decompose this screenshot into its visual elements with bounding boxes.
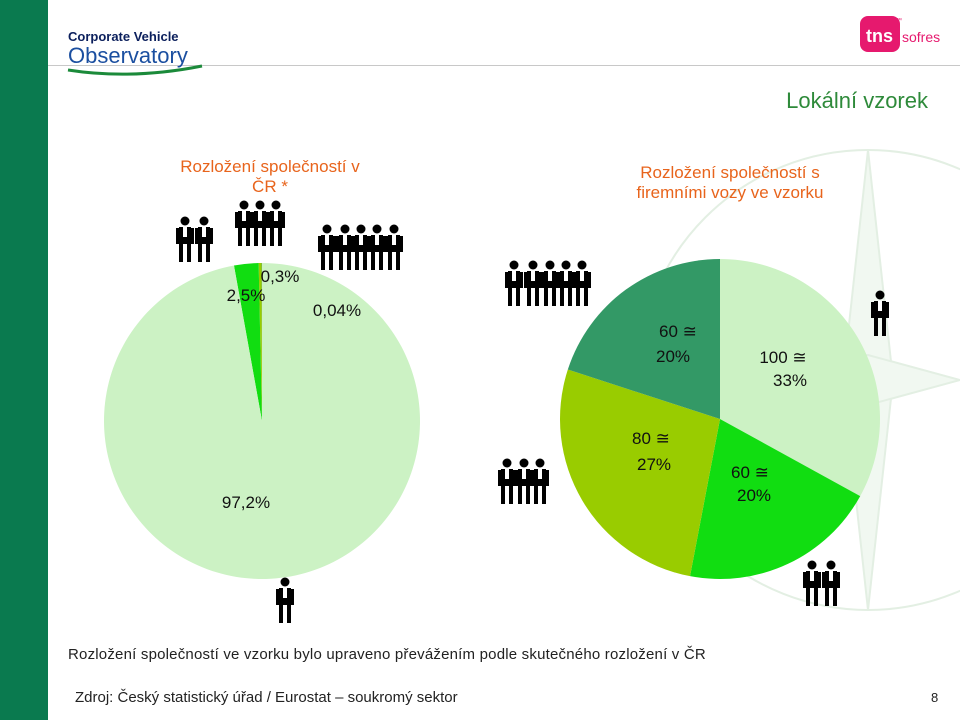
- person-icon: [336, 224, 354, 270]
- person-icon: [515, 458, 533, 504]
- corporate-vehicle-observatory-logo: Corporate Vehicle Observatory: [67, 29, 203, 76]
- left-pie-labels: 97,2% 2,5% 0,3% 0,04%: [222, 267, 361, 512]
- left-slice-label-1: 97,2%: [222, 493, 270, 512]
- right-pie-slice-4: [567, 259, 720, 419]
- right-slice-label-3b: 27%: [637, 455, 671, 474]
- person-icon: [557, 260, 575, 306]
- header-divider: [48, 65, 960, 66]
- left-slice-label-4: 0,04%: [313, 301, 361, 320]
- left-chart-title: Rozložení společností v ČR *: [150, 157, 390, 197]
- person-icon: [235, 200, 253, 246]
- left-chart-title-line2: ČR *: [252, 177, 288, 196]
- svg-text:Observatory: Observatory: [68, 43, 188, 68]
- svg-text:™: ™: [896, 17, 902, 24]
- source-note: Zdroj: Český statistický úřad / Eurostat…: [75, 689, 458, 706]
- person-icon: [524, 260, 542, 306]
- right-pie-slice-2: [690, 419, 861, 579]
- right-chart-title-line2: firemními vozy ve vzorku: [636, 183, 824, 202]
- right-chart-title: Rozložení společností s firemními vozy v…: [590, 163, 870, 203]
- right-slice-label-3a: 80 ≅: [632, 429, 670, 448]
- right-pie-slice-3: [560, 369, 720, 577]
- left-chart-title-line1: Rozložení společností v: [180, 157, 360, 176]
- page-title: Lokální vzorek: [786, 88, 928, 113]
- person-icon: [803, 560, 821, 606]
- person-icon: [267, 200, 285, 246]
- person-icon: [871, 290, 889, 336]
- person-icon: [251, 200, 269, 246]
- left-slice-label-3: 0,3%: [261, 267, 300, 286]
- person-icon: [195, 216, 213, 262]
- page-number: 8: [931, 690, 939, 705]
- right-pie-slice-1: [720, 259, 880, 497]
- left-pie-slice-3: [233, 263, 262, 421]
- right-slice-label-1a: 100 ≅: [759, 348, 806, 367]
- person-icon: [352, 224, 370, 270]
- left-slice-label-2: 2,5%: [227, 286, 266, 305]
- right-pie-labels: 100 ≅ 33% 60 ≅ 20% 80 ≅ 27% 60 ≅ 20%: [632, 322, 807, 505]
- footnote: Rozložení společností ve vzorku bylo upr…: [68, 646, 706, 663]
- pie-chart-left: [104, 263, 421, 579]
- right-slice-label-4a: 60 ≅: [659, 322, 697, 341]
- svg-text:sofres: sofres: [902, 29, 940, 45]
- person-icon: [318, 224, 336, 270]
- svg-text:Corporate Vehicle: Corporate Vehicle: [68, 29, 179, 44]
- person-icon: [276, 577, 294, 623]
- tns-sofres-logo: tns sofres ™: [860, 16, 940, 52]
- right-slice-label-2b: 20%: [737, 486, 771, 505]
- person-icon: [498, 458, 516, 504]
- pie-chart-right: [560, 259, 880, 579]
- person-icon: [385, 224, 403, 270]
- person-icon: [176, 216, 194, 262]
- right-chart-title-line1: Rozložení společností s: [640, 163, 820, 182]
- left-pie-slice-4: [104, 263, 421, 579]
- right-slice-label-2a: 60 ≅: [731, 463, 769, 482]
- green-sidebar: [0, 0, 48, 720]
- person-icon: [573, 260, 591, 306]
- svg-text:tns: tns: [866, 26, 893, 46]
- left-pie-slice-2: [258, 263, 262, 421]
- person-icon: [505, 260, 523, 306]
- right-slice-label-1b: 33%: [773, 371, 807, 390]
- person-icon: [368, 224, 386, 270]
- person-icon: [822, 560, 840, 606]
- right-slice-label-4b: 20%: [656, 347, 690, 366]
- person-icon: [531, 458, 549, 504]
- person-icon: [541, 260, 559, 306]
